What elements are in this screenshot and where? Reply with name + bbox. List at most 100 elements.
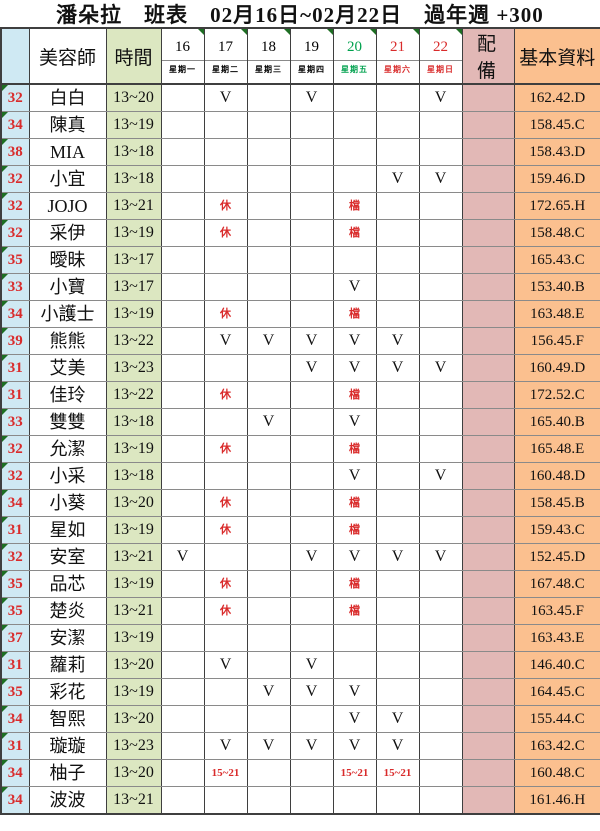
day-cell <box>375 786 420 815</box>
day-cell <box>375 489 420 517</box>
day-cell <box>418 678 463 706</box>
work-time-cell: 13~21 <box>105 597 162 625</box>
day-cell <box>203 111 248 139</box>
day-cell <box>289 138 334 166</box>
day-cell: V <box>375 732 420 760</box>
staff-row: 35 品芯 13~19 休 檔 167.48.C <box>0 570 600 598</box>
day-cell <box>418 570 463 598</box>
staff-row: 34 小護士 13~19 休 檔 163.48.E <box>0 300 600 328</box>
work-time-cell: 13~19 <box>105 570 162 598</box>
equipment-header: 配 備 <box>461 27 515 85</box>
day-cell <box>246 165 291 193</box>
day-cell <box>246 192 291 220</box>
corner-flag-icon <box>2 355 8 361</box>
work-time-cell: 13~19 <box>105 678 162 706</box>
day-cell <box>160 732 205 760</box>
work-time-cell: 13~19 <box>105 516 162 544</box>
day-cell <box>289 705 334 733</box>
equipment-cell <box>461 759 515 787</box>
basic-info-cell: 158.45.C <box>513 111 600 139</box>
day-cell <box>289 489 334 517</box>
day-cell <box>246 138 291 166</box>
basic-info-cell: 160.48.C <box>513 759 600 787</box>
day-cell: 休 <box>203 489 248 517</box>
day-cell: 檔 <box>332 435 377 463</box>
equipment-cell <box>461 219 515 247</box>
day-cell: V <box>246 678 291 706</box>
staff-number-cell: 35 <box>0 246 30 274</box>
staff-number-cell: 37 <box>0 624 30 652</box>
day-cell: V <box>375 543 420 571</box>
corner-flag-icon <box>197 29 203 35</box>
day-cell <box>289 246 334 274</box>
day-cell: 休 <box>203 570 248 598</box>
day-cell: V <box>160 543 205 571</box>
day-cell <box>160 381 205 409</box>
staff-row: 34 柚子 13~20 15~21 15~21 15~21 160.48.C <box>0 759 600 787</box>
day-cell <box>375 570 420 598</box>
day-cell <box>160 516 205 544</box>
staff-number-cell: 32 <box>0 165 30 193</box>
day-weekday: 星期日 <box>427 64 454 74</box>
day-cell: V <box>332 462 377 490</box>
corner-flag-icon <box>2 517 8 523</box>
basic-info-cell: 153.40.B <box>513 273 600 301</box>
day-cell <box>246 300 291 328</box>
day-cell <box>246 543 291 571</box>
staff-name-cell: 陳真 <box>28 111 107 139</box>
day-cell: 檔 <box>332 489 377 517</box>
day-cell <box>418 516 463 544</box>
equipment-cell <box>461 786 515 815</box>
day-cell <box>375 246 420 274</box>
day-cell <box>246 462 291 490</box>
day-cell: V <box>332 273 377 301</box>
basic-info-cell: 152.45.D <box>513 543 600 571</box>
day-cell <box>332 83 377 112</box>
day-cell: V <box>332 354 377 382</box>
day-date: 17 <box>205 34 246 61</box>
day-cell <box>203 624 248 652</box>
day-cell <box>203 273 248 301</box>
day-date: 16 <box>162 34 203 61</box>
day-cell <box>289 300 334 328</box>
corner-flag-icon <box>2 85 8 91</box>
staff-row: 34 智熙 13~20 V V 155.44.C <box>0 705 600 733</box>
day-cell <box>375 83 420 112</box>
day-cell: 15~21 <box>332 759 377 787</box>
day-cell <box>418 273 463 301</box>
staff-name-cell: 柚子 <box>28 759 107 787</box>
day-cell <box>203 165 248 193</box>
staff-name-cell: 波波 <box>28 786 107 815</box>
corner-flag-icon <box>2 301 8 307</box>
day-cell <box>160 192 205 220</box>
day-cell <box>332 165 377 193</box>
day-cell: 檔 <box>332 570 377 598</box>
day-cell: V <box>332 327 377 355</box>
day-cell: 檔 <box>332 381 377 409</box>
day-cell <box>289 165 334 193</box>
day-cell: 15~21 <box>203 759 248 787</box>
day-cell <box>246 624 291 652</box>
staff-name-cell: 安潔 <box>28 624 107 652</box>
day-cell <box>418 732 463 760</box>
day-cell <box>160 597 205 625</box>
basic-info-cell: 165.48.E <box>513 435 600 463</box>
day-cell <box>332 138 377 166</box>
day-cell <box>332 786 377 815</box>
equipment-cell <box>461 570 515 598</box>
equipment-cell <box>461 83 515 112</box>
day-cell <box>332 624 377 652</box>
staff-number-cell: 39 <box>0 327 30 355</box>
day-cell <box>203 246 248 274</box>
day-cell <box>375 219 420 247</box>
staff-row: 31 星如 13~19 休 檔 159.43.C <box>0 516 600 544</box>
staff-number-cell: 34 <box>0 111 30 139</box>
work-time-cell: 13~21 <box>105 543 162 571</box>
day-cell <box>160 489 205 517</box>
day-cell <box>203 354 248 382</box>
day-cell <box>160 570 205 598</box>
equipment-cell <box>461 705 515 733</box>
equipment-cell <box>461 435 515 463</box>
day-cell: V <box>418 83 463 112</box>
staff-number-cell: 32 <box>0 83 30 112</box>
